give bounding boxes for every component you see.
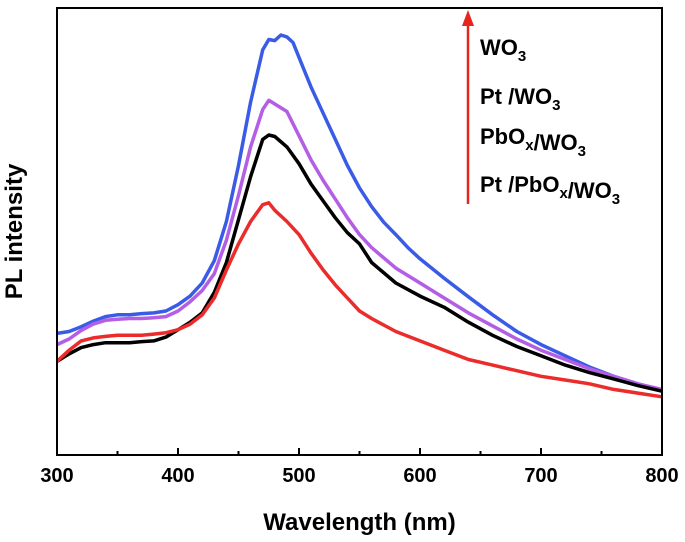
- legend-entry-2: Pt /WO3: [480, 84, 560, 114]
- series-line-1: [56, 33, 663, 393]
- legend-entry-4: Pt /PbOx/WO3: [480, 172, 620, 208]
- x-tick-label: 300: [40, 465, 73, 487]
- legend-entry-1: WO3: [480, 35, 526, 65]
- x-axis-ticks: 300 400 500 600 700 800: [40, 448, 679, 487]
- series-line-4: [55, 201, 663, 399]
- x-tick-label: 700: [524, 465, 557, 487]
- x-tick-label: 500: [282, 465, 315, 487]
- legend: WO3 Pt /WO3 PbOx/WO3 Pt /PbOx/WO3: [462, 10, 620, 208]
- x-tick-label: 800: [645, 465, 678, 487]
- x-axis-title: Wavelength (nm): [263, 509, 455, 536]
- legend-entry-3: PbOx/WO3: [480, 124, 586, 160]
- series-line-3: [56, 133, 663, 393]
- x-tick-label: 600: [403, 465, 436, 487]
- y-axis-title: PL intensity: [1, 163, 28, 299]
- series-line-2: [56, 98, 663, 392]
- x-tick-label: 400: [161, 465, 194, 487]
- plot-frame: [56, 7, 663, 456]
- series-curves: [55, 33, 663, 399]
- legend-arrow-head: [462, 10, 474, 26]
